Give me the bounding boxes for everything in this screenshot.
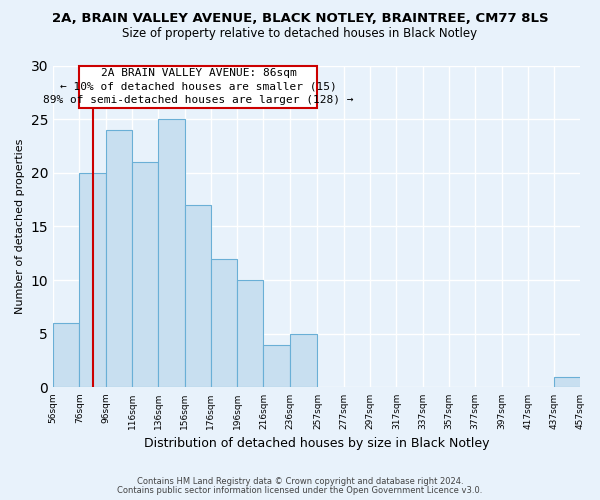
Bar: [211, 258, 237, 388]
Bar: [263, 344, 290, 388]
Bar: [53, 323, 79, 388]
Text: 2A, BRAIN VALLEY AVENUE, BLACK NOTLEY, BRAINTREE, CM77 8LS: 2A, BRAIN VALLEY AVENUE, BLACK NOTLEY, B…: [52, 12, 548, 26]
Text: Contains public sector information licensed under the Open Government Licence v3: Contains public sector information licen…: [118, 486, 482, 495]
Bar: [158, 119, 185, 388]
Bar: [132, 162, 158, 388]
Bar: [185, 205, 211, 388]
Text: 2A BRAIN VALLEY AVENUE: 86sqm: 2A BRAIN VALLEY AVENUE: 86sqm: [101, 68, 296, 78]
Bar: [290, 334, 317, 388]
Text: 89% of semi-detached houses are larger (128) →: 89% of semi-detached houses are larger (…: [43, 95, 353, 105]
Text: ← 10% of detached houses are smaller (15): ← 10% of detached houses are smaller (15…: [60, 82, 337, 92]
Bar: [554, 376, 581, 388]
X-axis label: Distribution of detached houses by size in Black Notley: Distribution of detached houses by size …: [144, 437, 490, 450]
Y-axis label: Number of detached properties: Number of detached properties: [15, 139, 25, 314]
Text: Contains HM Land Registry data © Crown copyright and database right 2024.: Contains HM Land Registry data © Crown c…: [137, 477, 463, 486]
Bar: [106, 130, 132, 388]
Bar: [237, 280, 263, 388]
Text: Size of property relative to detached houses in Black Notley: Size of property relative to detached ho…: [122, 28, 478, 40]
Bar: [79, 173, 106, 388]
Bar: [79, 66, 317, 108]
